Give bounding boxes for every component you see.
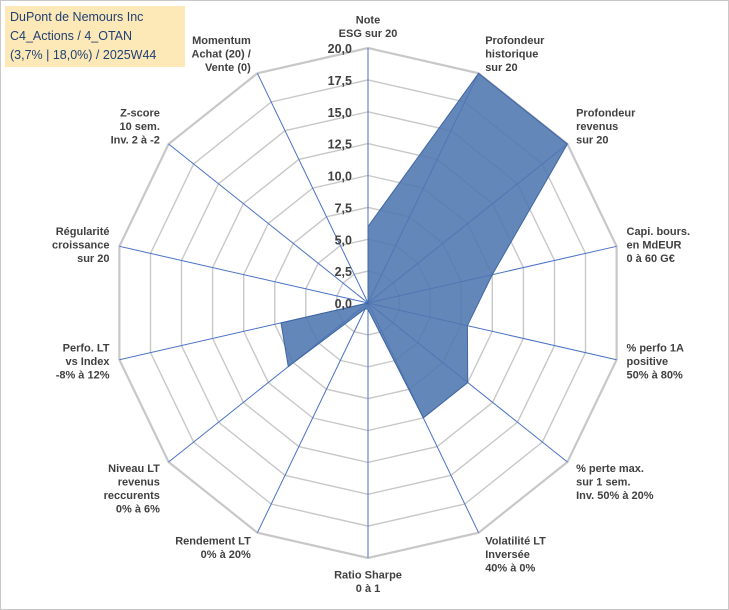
axis-label-line: Inv. 50% à 20%	[576, 490, 654, 502]
axis-label-line: ESG sur 20	[339, 28, 398, 40]
tick-label: 15,0	[328, 106, 352, 120]
axis-label-line: Profondeur	[485, 35, 545, 47]
axis-label-line: Perfo. LT	[63, 342, 110, 354]
axis-label-line: croissance	[52, 240, 109, 252]
axis-label-line: 0 à 60 G€	[627, 253, 675, 265]
axis-label-12: Z-score 10 sem.Inv. 2 à -2	[111, 107, 160, 146]
axis-label-10: Perfo. LT vs Index-8% à 12%	[56, 342, 111, 381]
axis-label-line: Vente (0)	[205, 62, 251, 74]
axis-label-line: en MdEUR	[627, 240, 682, 252]
tick-label: 17,5	[328, 74, 352, 88]
tick-label: 2,5	[335, 265, 352, 279]
spoke-11	[119, 245, 369, 304]
axis-label-line: reccurents	[104, 490, 160, 502]
spoke-13	[256, 73, 369, 304]
tick-label: 12,5	[328, 138, 352, 152]
axis-label-line: revenus	[118, 477, 160, 489]
company-name: DuPont de Nemours Inc	[10, 10, 144, 24]
axis-label-line: 50% à 80%	[627, 369, 683, 381]
axis-label-line: Achat (20) /	[192, 48, 251, 60]
axis-label-line: -8% à 12%	[56, 369, 110, 381]
axis-label-line: Régularité	[56, 226, 110, 238]
tick-label: 7,5	[335, 201, 352, 215]
tick-label: 20,0	[328, 42, 352, 56]
axis-label-line: 0 à 1	[356, 583, 380, 595]
axis-label-line: vs Index	[65, 356, 110, 368]
radar-series	[280, 72, 569, 419]
axis-label-line: Capi. bours.	[627, 226, 691, 238]
axis-label-line: % perte max.	[576, 463, 644, 475]
axis-label-line: Volatilité LT	[485, 536, 546, 548]
axis-label-line: % perfo 1A	[627, 342, 685, 354]
axis-label-line: sur 20	[77, 253, 109, 265]
axis-label-5: % perte max. sur 1 sem.Inv. 50% à 20%	[576, 463, 654, 502]
axis-label-line: Profondeur	[576, 107, 636, 119]
axis-label-line: 40% à 0%	[485, 563, 535, 575]
axis-label-line: sur 20	[576, 134, 608, 146]
axis-label-line: Z-score	[120, 107, 160, 119]
axis-label-line: Niveau LT	[108, 463, 160, 475]
spoke-12	[168, 143, 369, 304]
axis-label-line: Momentum	[192, 35, 251, 47]
spoke-8	[256, 302, 369, 533]
tick-label: 10,0	[328, 170, 352, 184]
axis-label-line: Inv. 2 à -2	[111, 134, 160, 146]
axis-label-line: historique	[485, 48, 538, 60]
axis-label-line: sur 1 sem.	[576, 477, 630, 489]
tick-label: 0,0	[335, 297, 352, 311]
chart-title-box: DuPont de Nemours Inc C4_Actions / 4_OTA…	[5, 6, 185, 67]
period-label: (3,7% | 18,0%) / 2025W44	[10, 48, 157, 62]
category-label: C4_Actions / 4_OTAN	[10, 29, 133, 43]
axis-label-8: Rendement LT0% à 20%	[175, 536, 251, 562]
axis-label-line: Inversée	[485, 549, 530, 561]
axis-label-line: Ratio Sharpe	[334, 570, 402, 582]
axis-label-line: Rendement LT	[175, 536, 251, 548]
axis-label-line: 0% à 6%	[116, 504, 160, 516]
axis-label-line: positive	[627, 356, 669, 368]
radar-tick-labels: 0,0 2,5 5,0 7,5 10,0 12,5 15,0 17,5 20,0	[328, 42, 352, 311]
axis-label-line: sur 20	[485, 62, 517, 74]
axis-label-line: 0% à 20%	[201, 549, 251, 561]
axis-label-line: revenus	[576, 121, 618, 133]
tick-label: 5,0	[335, 233, 352, 247]
axis-label-line: 10 sem.	[120, 121, 160, 133]
axis-label-line: Note	[356, 15, 380, 27]
